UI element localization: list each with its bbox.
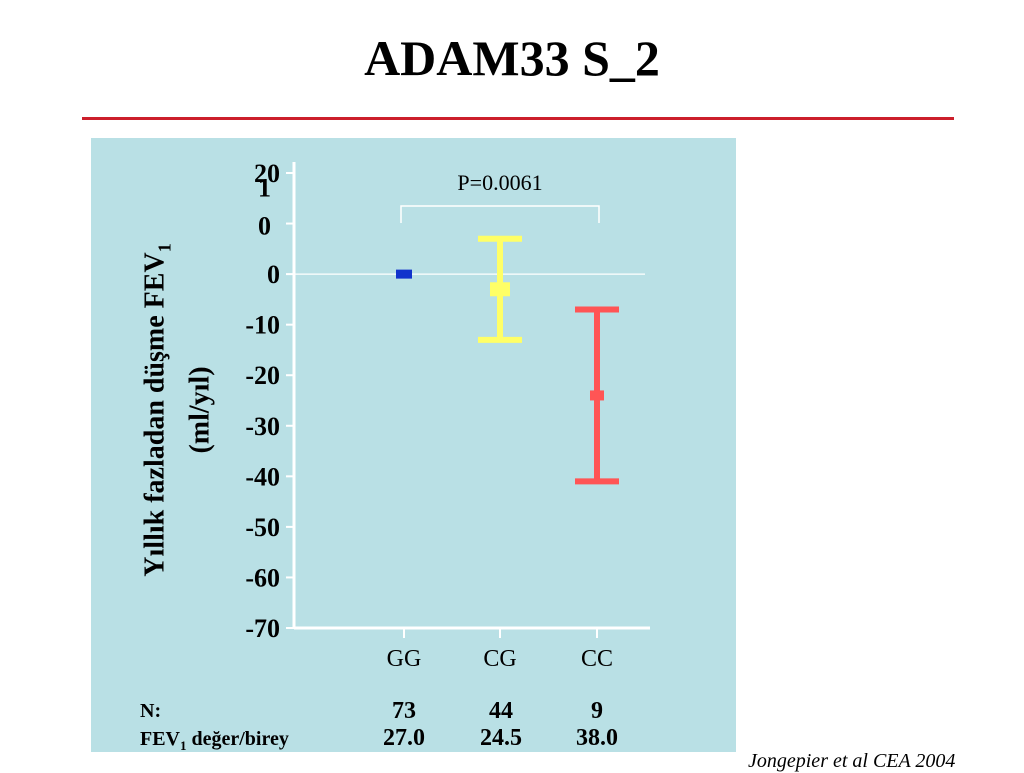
chart-panel: [91, 138, 736, 752]
table-fev-label: FEV1 değer/birey: [140, 728, 289, 754]
y-tick-label: -70: [245, 614, 280, 643]
table-n-gg: 73: [392, 698, 416, 724]
y-tick-label: -20: [245, 361, 280, 390]
y-tick-label: -40: [245, 462, 280, 491]
slide-title: ADAM33 S_2: [364, 30, 660, 86]
y-tick-label: -30: [245, 412, 280, 441]
y-tick-label: -10: [245, 311, 280, 340]
table-fev-cg: 24.5: [480, 725, 522, 751]
x-tick-label: CC: [581, 646, 613, 672]
source-citation: Jongepier et al CEA 2004: [748, 750, 956, 772]
data-point-cc: [590, 390, 604, 401]
table-fev-label-rest: değer/birey: [186, 728, 289, 750]
y-axis-label-main: Yıllık fazladan düşme FEV: [139, 252, 171, 577]
table-fev-label-sub: 1: [180, 738, 187, 753]
y-tick-label: 20: [254, 159, 280, 188]
table-n-cg: 44: [489, 698, 513, 724]
y-axis-label: Yıllık fazladan düşme FEV1 (ml/yıl): [138, 243, 219, 576]
significance-bracket: [400, 205, 600, 223]
data-point-gg: [396, 269, 412, 279]
y-axis-label-unit: (ml/yıl): [184, 366, 216, 454]
table-fev-cc: 38.0: [576, 725, 618, 751]
y-tick-label: 0: [267, 260, 280, 289]
y-axis-label-sub: 1: [154, 243, 175, 253]
y-tick-label: -50: [245, 513, 280, 542]
table-n-label: N:: [140, 700, 162, 722]
data-point-cg: [490, 282, 510, 297]
x-tick-label: GG: [387, 646, 422, 672]
x-tick-label: CG: [483, 646, 516, 672]
table-n-cc: 9: [591, 698, 603, 724]
y-tick-label: -60: [245, 563, 280, 592]
table-fev-label-main: FEV: [140, 728, 180, 750]
title-rule: [82, 117, 954, 120]
table-fev-gg: 27.0: [383, 725, 425, 751]
p-value-label: P=0.0061: [457, 170, 542, 195]
